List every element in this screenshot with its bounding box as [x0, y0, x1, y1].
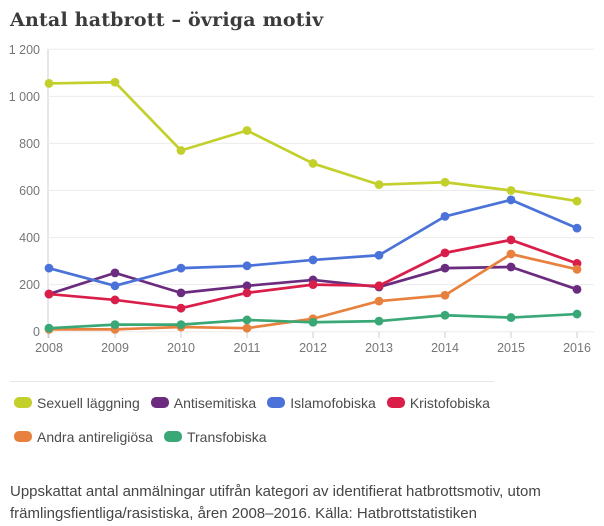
chart-legend: Sexuell läggning Antisemitiska Islamofobis… — [10, 380, 494, 445]
data-point[interactable] — [440, 263, 450, 273]
data-point[interactable] — [374, 180, 384, 189]
data-point[interactable] — [176, 320, 186, 329]
data-point[interactable] — [308, 280, 318, 289]
data-point[interactable] — [374, 281, 384, 291]
data-point[interactable] — [176, 303, 186, 313]
y-axis-label: 400 — [19, 231, 40, 245]
data-point[interactable] — [176, 145, 186, 155]
legend-item: Kristofobiska — [386, 394, 490, 411]
data-point[interactable] — [506, 249, 516, 259]
x-axis-label: 2015 — [497, 341, 525, 355]
data-point[interactable] — [110, 281, 120, 291]
data-point[interactable] — [110, 295, 120, 305]
data-point[interactable] — [110, 268, 120, 278]
data-point[interactable] — [308, 158, 318, 168]
x-axis-label: 2011 — [234, 341, 261, 355]
x-axis-label: 2008 — [35, 341, 63, 355]
legend-swatch-icon — [14, 431, 32, 443]
data-point[interactable] — [44, 323, 54, 333]
data-point[interactable] — [374, 316, 384, 326]
data-point[interactable] — [44, 263, 54, 273]
legend-item: Andra antireligiösa — [14, 429, 153, 445]
legend-label: Sexuell läggning — [37, 394, 140, 411]
y-axis-label: 800 — [19, 137, 40, 151]
legend-swatch-icon — [163, 431, 182, 443]
series-line — [47, 238, 579, 310]
data-point[interactable] — [374, 296, 384, 306]
chart-svg: 0 200 400 600 800 1 000 1 200 2008 2009 2010 2011 2… — [9, 43, 594, 355]
x-axis-label: 2016 — [563, 341, 591, 355]
legend-label: Kristofobiska — [409, 394, 490, 411]
legend-item: Sexuell läggning — [14, 395, 140, 411]
data-point[interactable] — [506, 312, 516, 322]
data-point[interactable] — [242, 261, 252, 271]
legend-item: Antisemitiska — [150, 394, 257, 411]
legend-item: Islamofobiska — [267, 395, 376, 411]
y-axis-label: 1 000 — [9, 90, 40, 104]
data-point[interactable] — [572, 264, 582, 274]
data-point[interactable] — [242, 315, 252, 325]
data-point[interactable] — [506, 235, 516, 245]
legend-swatch-icon — [150, 397, 169, 409]
data-point[interactable] — [572, 223, 582, 233]
data-point[interactable] — [110, 320, 120, 329]
legend-swatch-icon — [386, 397, 405, 409]
data-point[interactable] — [506, 185, 516, 195]
legend-label: Antisemitiska — [173, 394, 257, 411]
legend-item: Transfobiska — [163, 428, 267, 445]
data-point[interactable] — [440, 310, 450, 320]
data-point[interactable] — [440, 211, 450, 221]
chart-caption: Uppskattat antal anmälningar utifrån kat… — [10, 482, 541, 522]
x-axis-label: 2012 — [299, 341, 327, 355]
x-axis-label: 2009 — [101, 341, 129, 355]
data-point[interactable] — [308, 255, 318, 265]
data-point[interactable] — [110, 77, 120, 87]
data-point[interactable] — [242, 281, 252, 291]
data-point[interactable] — [440, 248, 450, 258]
data-point[interactable] — [572, 284, 582, 294]
y-axis-label: 600 — [19, 184, 40, 198]
x-axis-label: 2013 — [365, 341, 393, 355]
y-axis-label: 0 — [33, 325, 40, 339]
data-point[interactable] — [242, 323, 252, 333]
data-point[interactable] — [506, 195, 516, 205]
data-point[interactable] — [506, 262, 516, 272]
legend-label: Islamofobiska — [290, 394, 376, 411]
data-point[interactable] — [44, 78, 54, 88]
legend-label: Andra antireligiösa — [37, 428, 153, 445]
page-title: Antal hatbrott – övriga motiv — [10, 9, 324, 31]
data-point[interactable] — [572, 196, 582, 206]
data-point[interactable] — [374, 250, 384, 260]
data-point[interactable] — [308, 317, 318, 327]
y-axis-label: 1 200 — [9, 43, 40, 57]
legend-label: Transfobiska — [186, 428, 267, 445]
data-point[interactable] — [176, 263, 186, 273]
data-point[interactable] — [44, 289, 54, 299]
x-axis-label: 2010 — [167, 341, 195, 355]
data-point[interactable] — [242, 125, 252, 135]
legend-swatch-icon — [14, 397, 32, 409]
legend-swatch-icon — [267, 397, 286, 409]
series-line — [47, 80, 579, 203]
y-axis-label: 200 — [19, 278, 40, 292]
data-point[interactable] — [440, 290, 450, 300]
data-point[interactable] — [176, 288, 186, 298]
data-point[interactable] — [572, 309, 582, 319]
data-point[interactable] — [440, 177, 450, 187]
x-axis-label: 2014 — [431, 341, 459, 355]
data-point[interactable] — [242, 288, 252, 298]
